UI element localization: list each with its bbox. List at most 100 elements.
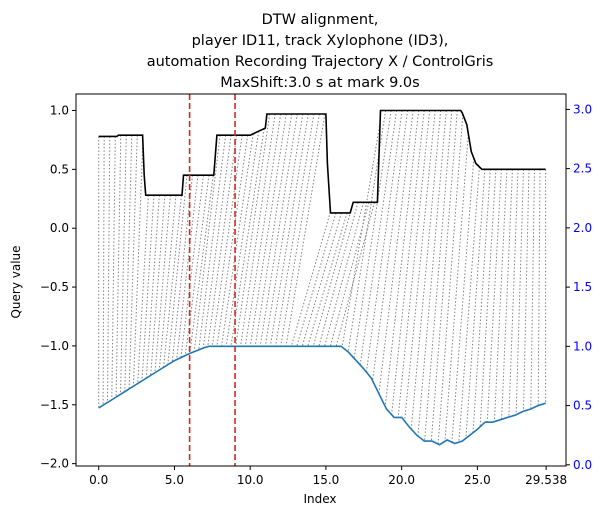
warp-connector: [107, 136, 111, 403]
warp-connector: [102, 136, 105, 406]
title-line-4: MaxShift:3.0 s at mark 9.0s: [220, 75, 419, 91]
title-line-1: DTW alignment,: [262, 12, 379, 28]
marker-lines: [188, 94, 236, 466]
warp-connector: [410, 110, 442, 430]
y-tick-label: −1.0: [40, 339, 69, 353]
warp-connector: [115, 135, 122, 398]
warp-connector: [163, 195, 182, 368]
warp-connector: [307, 212, 348, 347]
warp-connector: [372, 110, 409, 381]
warp-connector: [341, 122, 381, 348]
y-tick-label: −2.0: [40, 457, 69, 471]
right-tick-label: 3.0: [573, 102, 592, 116]
warp-connector: [280, 113, 320, 347]
warp-connector: [264, 113, 304, 347]
x-tick-label: 0.0: [89, 473, 108, 487]
warp-connector: [537, 169, 541, 406]
warp-connector: [216, 135, 249, 347]
warp-connector: [347, 110, 387, 352]
warp-connector: [275, 113, 315, 347]
warp-connector: [207, 135, 238, 347]
warp-connector: [193, 135, 221, 352]
warp-connector: [249, 113, 287, 347]
warp-connector: [384, 110, 420, 407]
title-line-3: automation Recording Trajectory X / Cont…: [147, 54, 494, 70]
plot-frame: [75, 93, 567, 467]
warp-connector: [523, 169, 530, 412]
y-tick-label: −1.5: [40, 398, 69, 412]
y-tick-label: 1.0: [50, 103, 69, 117]
series-layer: [98, 109, 546, 446]
warp-connector: [493, 169, 508, 422]
warp-connector: [515, 169, 524, 415]
warp-connector: [430, 110, 458, 442]
warp-connector: [225, 131, 260, 347]
right-tick-label: 1.5: [573, 280, 592, 294]
warp-connector: [404, 110, 436, 422]
warp-connector: [397, 110, 431, 418]
warp-connector: [359, 110, 398, 366]
y-axis-ticks: 1.0 0.5 0.0 −0.5 −1.0 −1.5 −2.0: [40, 103, 76, 471]
right-tick-label: 0.0: [573, 458, 592, 472]
warp-connector: [444, 133, 469, 442]
warp-connector: [318, 202, 359, 347]
warp-connector: [312, 204, 353, 347]
warp-lines: [98, 110, 547, 445]
warp-connector: [437, 114, 464, 445]
warp-connector: [124, 135, 133, 392]
x-axis-label: Index: [303, 492, 336, 506]
warp-connector: [211, 135, 243, 347]
warp-connector: [479, 169, 497, 427]
warp-connector: [458, 166, 480, 443]
warp-connector: [235, 113, 271, 347]
y-axis-label: Query value: [9, 245, 23, 318]
reference-series-line: [98, 345, 546, 446]
warp-connector: [111, 136, 116, 400]
x-tick-label: 29.538: [525, 473, 567, 487]
x-tick-label: 20.0: [388, 473, 415, 487]
warp-connector: [269, 113, 309, 347]
warp-connector: [335, 202, 375, 347]
warp-connector: [176, 175, 199, 360]
warp-connector: [290, 211, 331, 347]
warp-connector: [189, 165, 216, 354]
right-tick-label: 2.5: [573, 162, 592, 176]
warp-connector: [285, 113, 326, 347]
warp-connector: [530, 169, 535, 409]
right-axis-ticks: 3.0 2.5 2.0 1.5 1.0 0.5 0.0: [566, 102, 592, 472]
warp-connector: [180, 175, 204, 358]
warp-connector: [353, 110, 392, 359]
warp-connector: [240, 113, 276, 347]
x-axis-ticks: 0.0 5.0 10.0 15.0 20.0 25.0 29.538: [89, 466, 567, 487]
y-tick-label: 0.0: [50, 221, 69, 235]
warp-connector: [424, 110, 453, 442]
warp-connector: [296, 212, 337, 347]
warp-connector: [465, 169, 486, 439]
query-series-line: [98, 109, 546, 214]
chart-title: DTW alignment, player ID11, track Xyloph…: [147, 12, 494, 91]
x-tick-label: 15.0: [313, 473, 340, 487]
warp-connector: [141, 195, 155, 381]
warp-connector: [244, 113, 282, 347]
y-tick-label: 0.5: [50, 162, 69, 176]
warp-connector: [230, 128, 265, 347]
x-tick-label: 5.0: [165, 473, 184, 487]
warp-connector: [301, 212, 342, 347]
x-tick-label: 25.0: [464, 473, 491, 487]
warp-connector: [365, 110, 403, 373]
title-line-2: player ID11, track Xylophone (ID3),: [192, 33, 449, 49]
warp-connector: [150, 195, 166, 376]
warp-connector: [167, 175, 188, 365]
right-tick-label: 1.0: [573, 339, 592, 353]
warp-connector: [202, 135, 232, 349]
warp-connector: [501, 169, 513, 420]
warp-connector: [145, 195, 160, 379]
warp-connector: [259, 113, 298, 347]
x-tick-label: 10.0: [237, 473, 264, 487]
warp-connector: [120, 135, 127, 395]
warp-connector: [128, 135, 138, 389]
warp-connector: [221, 133, 254, 347]
warp-connector: [184, 175, 210, 356]
warp-connector: [198, 135, 227, 350]
